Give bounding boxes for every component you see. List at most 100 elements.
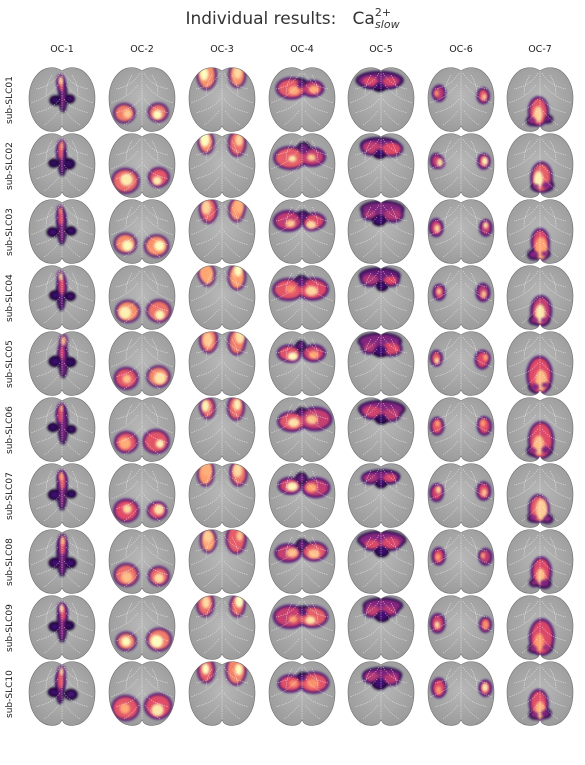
- brain-panel-sub-slc10-oc-2: [108, 661, 176, 726]
- activation-core: [436, 288, 442, 295]
- brain-outline: [108, 199, 176, 264]
- brain-outline: [268, 331, 336, 396]
- brain-outline: [108, 331, 176, 396]
- atlas-outline: [110, 335, 174, 390]
- atlas-outline: [110, 401, 174, 456]
- atlas-outline: [110, 467, 174, 522]
- activation-map: [199, 397, 245, 421]
- brain-outline: [108, 397, 176, 462]
- brain-panel-sub-slc09-oc-4: [268, 595, 336, 660]
- brain-outline: [28, 397, 96, 462]
- brain-panel-sub-slc01-oc-4: [268, 67, 336, 132]
- brain-outline: [427, 67, 495, 132]
- brain-outline: [188, 463, 256, 528]
- activation-core: [375, 149, 385, 157]
- brain-panel-sub-slc05-oc-1: [28, 331, 96, 396]
- brain-panel-sub-slc04-oc-1: [28, 265, 96, 330]
- activation-core: [233, 67, 242, 79]
- brain-outline: [506, 595, 574, 660]
- brain-panel-sub-slc07-oc-7: [506, 463, 574, 528]
- atlas-outline: [110, 665, 174, 720]
- activation-core: [50, 623, 59, 630]
- activation-core: [305, 483, 318, 493]
- brain-outline: [28, 199, 96, 264]
- atlas-outline: [429, 269, 493, 324]
- activation-core: [535, 498, 548, 521]
- atlas-outline: [429, 467, 493, 522]
- atlas-outline: [190, 269, 254, 324]
- activation-core: [201, 400, 210, 412]
- brain-panel-sub-slc05-oc-2: [108, 331, 176, 396]
- atlas-outline: [349, 203, 413, 258]
- activation-map: [357, 332, 403, 358]
- atlas-outline: [270, 335, 334, 390]
- atlas-outline: [190, 533, 254, 588]
- atlas-outline: [270, 599, 334, 654]
- activation-core: [50, 357, 61, 366]
- activation-core: [373, 215, 385, 225]
- atlas-outline: [270, 401, 334, 456]
- activation-core: [58, 471, 64, 481]
- activation-core: [434, 90, 439, 97]
- activation-core: [150, 635, 163, 648]
- activation-map: [431, 547, 493, 566]
- brain-outline: [188, 397, 256, 462]
- activation-core: [201, 596, 211, 609]
- atlas-outline: [30, 665, 94, 720]
- activation-core: [154, 240, 165, 252]
- brain-outline: [506, 265, 574, 330]
- brain-panel-sub-slc06-oc-5: [347, 397, 415, 462]
- brain-outline: [108, 67, 176, 132]
- activation-core: [481, 156, 488, 166]
- activation-core: [434, 86, 444, 100]
- activation-map: [526, 355, 553, 395]
- activation-core: [362, 274, 379, 285]
- activation-map: [429, 416, 492, 436]
- brain-panel-sub-slc03-oc-5: [347, 199, 415, 264]
- brain-outline: [28, 661, 96, 726]
- brain-outline: [108, 463, 176, 528]
- atlas-outline: [508, 599, 572, 654]
- atlas-outline: [270, 665, 334, 720]
- activation-map: [48, 334, 77, 379]
- activation-map: [111, 692, 173, 722]
- activation-core: [381, 537, 400, 549]
- brain-panel-sub-slc07-oc-5: [347, 463, 415, 528]
- brain-surface: [428, 397, 494, 462]
- atlas-outline: [349, 665, 413, 720]
- activation-core: [50, 559, 60, 567]
- atlas-outline: [30, 599, 94, 654]
- atlas-outline: [30, 269, 94, 324]
- brain-panel-sub-slc10-oc-3: [188, 661, 256, 726]
- activation-core: [376, 479, 386, 487]
- atlas-outline: [429, 599, 493, 654]
- activation-core: [376, 414, 387, 423]
- brain-panel-sub-slc10-oc-1: [28, 661, 96, 726]
- activation-core: [435, 420, 440, 427]
- activation-core: [119, 437, 132, 450]
- activation-core: [286, 548, 298, 558]
- activation-core: [51, 97, 60, 104]
- brain-panel-sub-slc05-oc-6: [427, 331, 495, 396]
- activation-core: [305, 220, 317, 229]
- atlas-outline: [190, 137, 254, 192]
- brain-outline: [28, 463, 96, 528]
- brain-panel-sub-slc10-oc-7: [506, 661, 574, 726]
- activation-core: [154, 573, 164, 584]
- brain-panel-sub-slc06-oc-3: [188, 397, 256, 462]
- brain-surface: [428, 265, 494, 330]
- activation-core: [305, 285, 318, 296]
- brain-panel-sub-slc08-oc-6: [427, 529, 495, 594]
- brain-panel-sub-slc02-oc-3: [188, 133, 256, 198]
- brain-panel-sub-slc06-oc-1: [28, 397, 96, 462]
- brain-outline: [188, 67, 256, 132]
- brain-surface: [428, 595, 494, 660]
- brain-outline: [108, 595, 176, 660]
- brain-outline: [427, 529, 495, 594]
- column-header-oc-7: OC-7: [528, 44, 552, 55]
- activation-core: [307, 154, 316, 162]
- activation-core: [528, 117, 537, 124]
- activation-core: [119, 703, 131, 714]
- brain-surface: [428, 331, 494, 396]
- activation-map: [528, 295, 553, 327]
